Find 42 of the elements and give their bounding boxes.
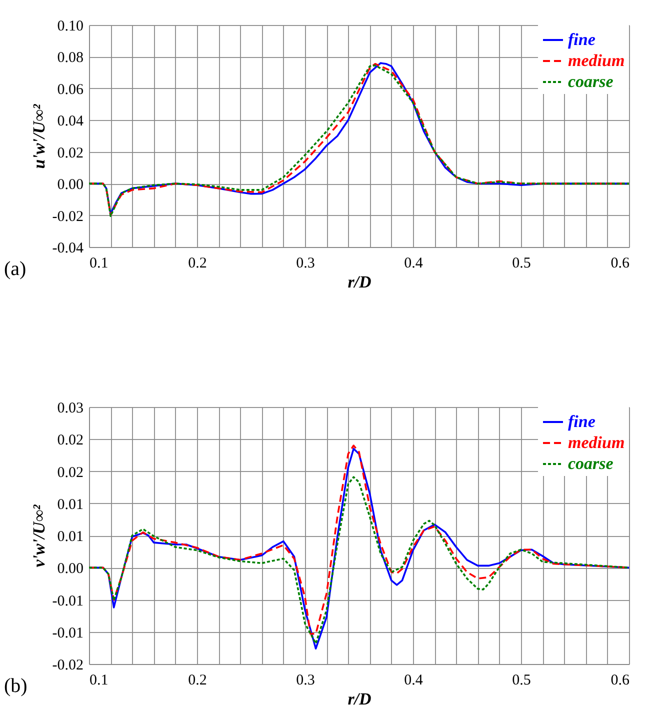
y-axis-title: u'w'/U∞² (29, 103, 48, 169)
text: (a) (4, 258, 26, 280)
y-tick-label: 0.06 (57, 82, 84, 98)
x-tick-label: 0.4 (404, 672, 424, 688)
y-axis-title: v'w'/U∞² (29, 504, 48, 568)
x-tick-label: 0.3 (296, 672, 315, 688)
y-tick-label: 0.02 (57, 145, 84, 162)
y-tick-label: 0.08 (57, 50, 84, 66)
x-tick-label: 0.3 (296, 256, 315, 272)
x-tick-label: 0.5 (512, 256, 531, 272)
legend-label: fine (568, 30, 596, 49)
legend-label: coarse (568, 72, 614, 91)
x-axis-title: r/D (348, 272, 372, 292)
y-tick-label: 0.02 (57, 464, 84, 481)
y-tick-label: 0.02 (57, 432, 84, 449)
y-tick-label: 0.04 (57, 114, 84, 130)
y-tick-label: 0.10 (57, 18, 84, 34)
x-tick-label: 0.6 (610, 672, 630, 688)
legend-label: coarse (568, 454, 614, 473)
y-tick-label: -0.01 (52, 593, 84, 610)
x-tick-label: 0.4 (404, 256, 424, 272)
y-tick-label: 0.01 (57, 496, 84, 513)
legend-label: fine (568, 412, 596, 431)
x-axis-title: r/D (348, 690, 372, 708)
y-tick-label: 0.03 (57, 400, 84, 416)
y-tick-label: -0.02 (52, 658, 84, 674)
x-tick-label: 0.1 (90, 672, 108, 688)
y-tick-label: 0.01 (57, 529, 84, 545)
x-tick-label: 0.6 (610, 256, 630, 272)
y-tick-label: -0.04 (52, 240, 84, 256)
line-series (89, 476, 629, 644)
y-tick-label: -0.01 (52, 625, 84, 642)
text: (b) (4, 675, 28, 697)
x-tick-label: 0.5 (512, 672, 531, 688)
x-tick-label: 0.1 (90, 256, 108, 272)
y-tick-label: -0.02 (52, 208, 84, 225)
y-tick-label: 0.00 (57, 177, 84, 194)
x-tick-label: 0.2 (188, 672, 207, 688)
x-tick-label: 0.2 (188, 256, 207, 272)
legend-label: medium (568, 433, 625, 452)
legend-label: medium (568, 51, 625, 70)
y-tick-label: 0.00 (57, 561, 84, 578)
